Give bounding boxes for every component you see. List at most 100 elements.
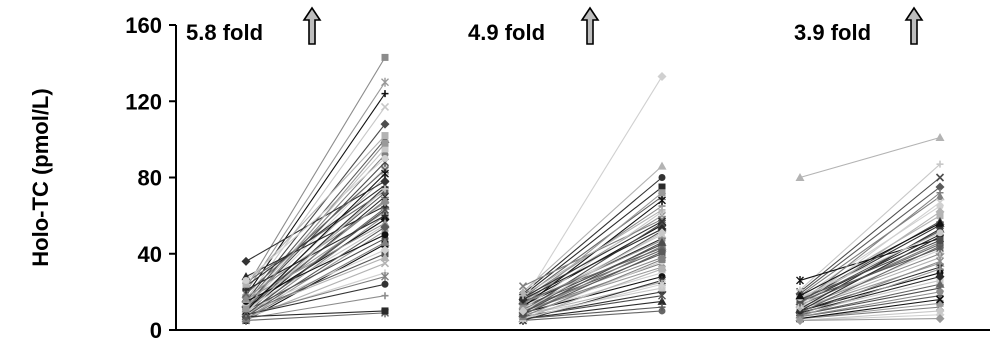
series-marker [658,255,666,263]
series-line [522,209,663,297]
series-marker [518,306,528,316]
series-marker [658,307,666,315]
series-marker [936,288,944,296]
series-line [245,253,386,314]
series-marker [657,161,667,170]
series-marker [936,189,944,197]
series-line [245,310,386,318]
series-marker [658,195,666,205]
series-line [522,76,663,302]
series-marker [658,265,666,273]
series-line [799,201,941,306]
fold-annotation: 5.8 fold [186,6,322,45]
series-marker [381,185,389,193]
series-marker [657,296,667,305]
series-marker [658,279,666,289]
series-line [245,123,386,302]
series-marker [658,174,666,181]
series-line [799,279,941,314]
up-arrow-icon [302,6,322,45]
series-line [245,215,386,318]
series-line [245,190,386,283]
series-marker [380,222,390,232]
series-line [799,268,941,318]
series-marker [381,231,389,239]
series-line [799,249,941,308]
series-line [522,272,663,314]
y-tick-label: 0 [150,318,162,343]
series-marker [935,272,945,282]
series-line [245,234,386,302]
series-line [799,163,941,291]
series-marker [381,307,389,315]
y-tick-label: 40 [138,242,162,267]
series-marker [381,272,389,282]
series-line [799,314,941,322]
series-marker [518,295,528,304]
series-line [799,318,941,322]
paired-series [241,222,390,322]
series-marker [381,132,389,140]
series-marker [381,145,389,153]
series-line [522,186,663,297]
series-lines [241,53,945,325]
paired-series [241,205,390,319]
paired-series [518,228,667,316]
series-line [799,276,941,314]
series-line [522,279,663,321]
series-marker [935,173,945,182]
series-line [245,93,386,296]
series-marker [795,302,805,312]
series-line [522,232,663,312]
series-marker [658,189,666,197]
series-line [799,196,941,297]
series-marker [795,173,805,181]
y-tick-label: 160 [125,13,162,38]
series-marker [657,71,667,81]
y-tick-label: 120 [125,89,162,114]
group-2 [518,71,667,325]
series-line [522,245,663,316]
series-line [799,287,941,316]
series-marker [658,303,666,311]
series-line [245,169,386,295]
series-marker [935,207,945,217]
series-marker [518,287,528,296]
series-line [245,243,386,321]
series-marker [936,236,944,244]
series-line [799,228,941,310]
series-line [799,310,941,322]
series-line [522,251,663,316]
series-line [245,81,386,293]
series-line [522,220,663,299]
series-marker [241,289,251,298]
series-marker [935,295,945,304]
series-marker [381,212,389,220]
series-line [522,228,663,300]
series-line [522,222,663,312]
series-marker [380,237,390,246]
series-line [245,241,386,320]
series-line [799,306,941,320]
series-marker [381,77,389,87]
series-line [799,239,941,301]
series-line [245,295,386,320]
series-line [799,291,941,318]
y-tick-label: 80 [138,166,162,191]
series-line [799,298,941,320]
series-line [522,310,663,322]
series-marker [242,276,250,284]
series-line [799,177,941,293]
series-line [245,238,386,312]
series-marker [935,182,945,192]
series-line [799,260,941,316]
paired-series [241,165,390,298]
series-marker [935,314,945,324]
series-line [522,165,663,293]
series-line [522,258,663,318]
series-marker [381,139,389,147]
series-line [245,184,386,287]
series-marker [242,305,250,313]
series-line [799,266,941,312]
series-line [245,158,386,281]
